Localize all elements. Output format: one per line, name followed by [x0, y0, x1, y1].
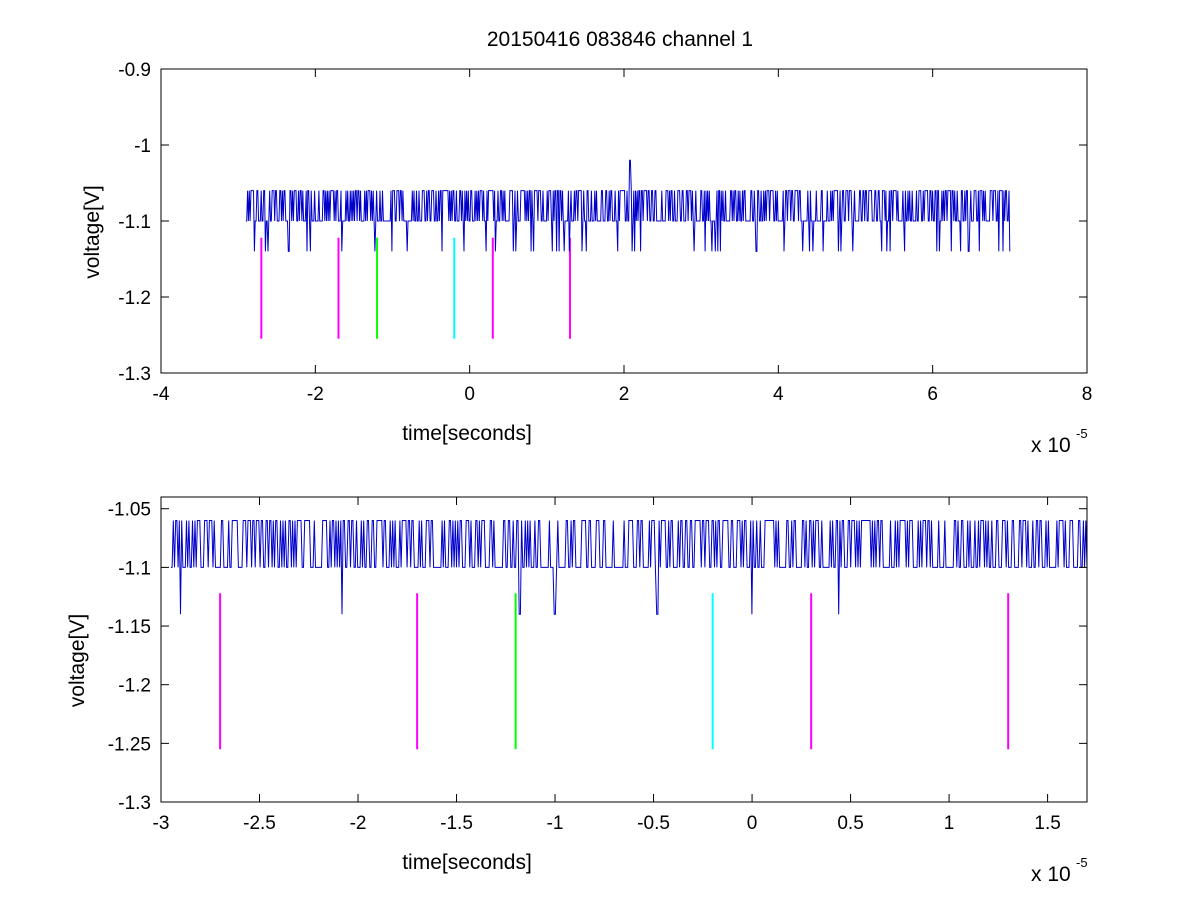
top-plot-y-ticks: -1.3 -1.2 -1.1 -1 -0.9 [118, 60, 1087, 385]
top-plot-y-tick-label: -1.1 [118, 212, 151, 233]
bottom-plot: -3 -2.5 -2 -1.5 -1 -0.5 0 0.5 1 1.5 -1.3 -1.25 -1.2… [66, 496, 1088, 886]
top-plot-y-tick-label: -1 [134, 136, 151, 157]
top-plot-x-axis-label: time[seconds] [402, 422, 532, 445]
top-plot-x-tick-label: 4 [773, 384, 784, 405]
top-plot: -4 -2 0 2 4 6 8 -1.3 -1.2 -1.1 -1 -0.9 time[second… [81, 60, 1092, 457]
bottom-plot-y-ticks: -1.3 -1.25 -1.2 -1.15 -1.1 -1.05 [108, 500, 1087, 814]
bottom-plot-y-tick-label: -1.3 [118, 793, 151, 814]
figure-title: 20150416 083846 channel 1 [487, 28, 753, 51]
top-plot-y-axis-label: voltage[V] [81, 185, 104, 278]
bottom-plot-y-tick-label: -1.05 [108, 500, 151, 521]
bottom-plot-x-tick-label: 1 [944, 813, 955, 834]
bottom-plot-x-tick-label: 0 [747, 813, 758, 834]
bottom-plot-axes-box [160, 496, 1088, 803]
bottom-plot-x-axis-label: time[seconds] [402, 851, 532, 874]
top-plot-x-ticks: -4 -2 0 2 4 6 8 [153, 69, 1093, 405]
top-plot-y-tick-label: -1.3 [118, 364, 151, 385]
bottom-plot-x-tick-label: -0.5 [637, 813, 670, 834]
bottom-plot-markers [219, 593, 1010, 750]
top-plot-x-tick-label: 0 [464, 384, 475, 405]
bottom-plot-x-ticks: -3 -2.5 -2 -1.5 -1 -0.5 0 0.5 1 1.5 [153, 497, 1061, 834]
bottom-plot-x-tick-label: -1.5 [440, 813, 473, 834]
bottom-plot-x-tick-label: -2 [350, 813, 367, 834]
top-plot-x-exponent-power: -5 [1076, 426, 1088, 441]
top-plot-x-exponent: x 10 [1031, 434, 1071, 457]
bottom-plot-x-tick-label: -1 [547, 813, 564, 834]
top-plot-x-tick-label: 6 [927, 384, 938, 405]
top-plot-y-tick-label: -1.2 [118, 288, 151, 309]
top-plot-y-tick-label: -0.9 [118, 60, 151, 81]
bottom-plot-x-exponent: x 10 [1031, 863, 1071, 886]
bottom-plot-y-tick-label: -1.1 [118, 558, 151, 579]
top-plot-x-tick-label: -4 [153, 384, 170, 405]
bottom-plot-y-tick-label: -1.2 [118, 676, 151, 697]
bottom-plot-y-axis-label: voltage[V] [66, 614, 89, 707]
top-plot-markers [260, 237, 571, 339]
bottom-plot-y-tick-label: -1.25 [108, 734, 151, 755]
bottom-plot-x-tick-label: -2.5 [243, 813, 276, 834]
bottom-plot-y-tick-label: -1.15 [108, 617, 151, 638]
bottom-plot-x-tick-label: 1.5 [1034, 813, 1060, 834]
bottom-plot-x-exponent-power: -5 [1076, 855, 1088, 870]
bottom-plot-x-tick-label: -3 [153, 813, 170, 834]
top-plot-x-tick-label: 2 [619, 384, 630, 405]
bottom-plot-x-tick-label: 0.5 [837, 813, 863, 834]
top-plot-signal-line [245, 159, 1011, 252]
top-plot-x-tick-label: -2 [307, 384, 324, 405]
top-plot-x-tick-label: 8 [1082, 384, 1093, 405]
bottom-plot-signal-line [170, 520, 1088, 615]
